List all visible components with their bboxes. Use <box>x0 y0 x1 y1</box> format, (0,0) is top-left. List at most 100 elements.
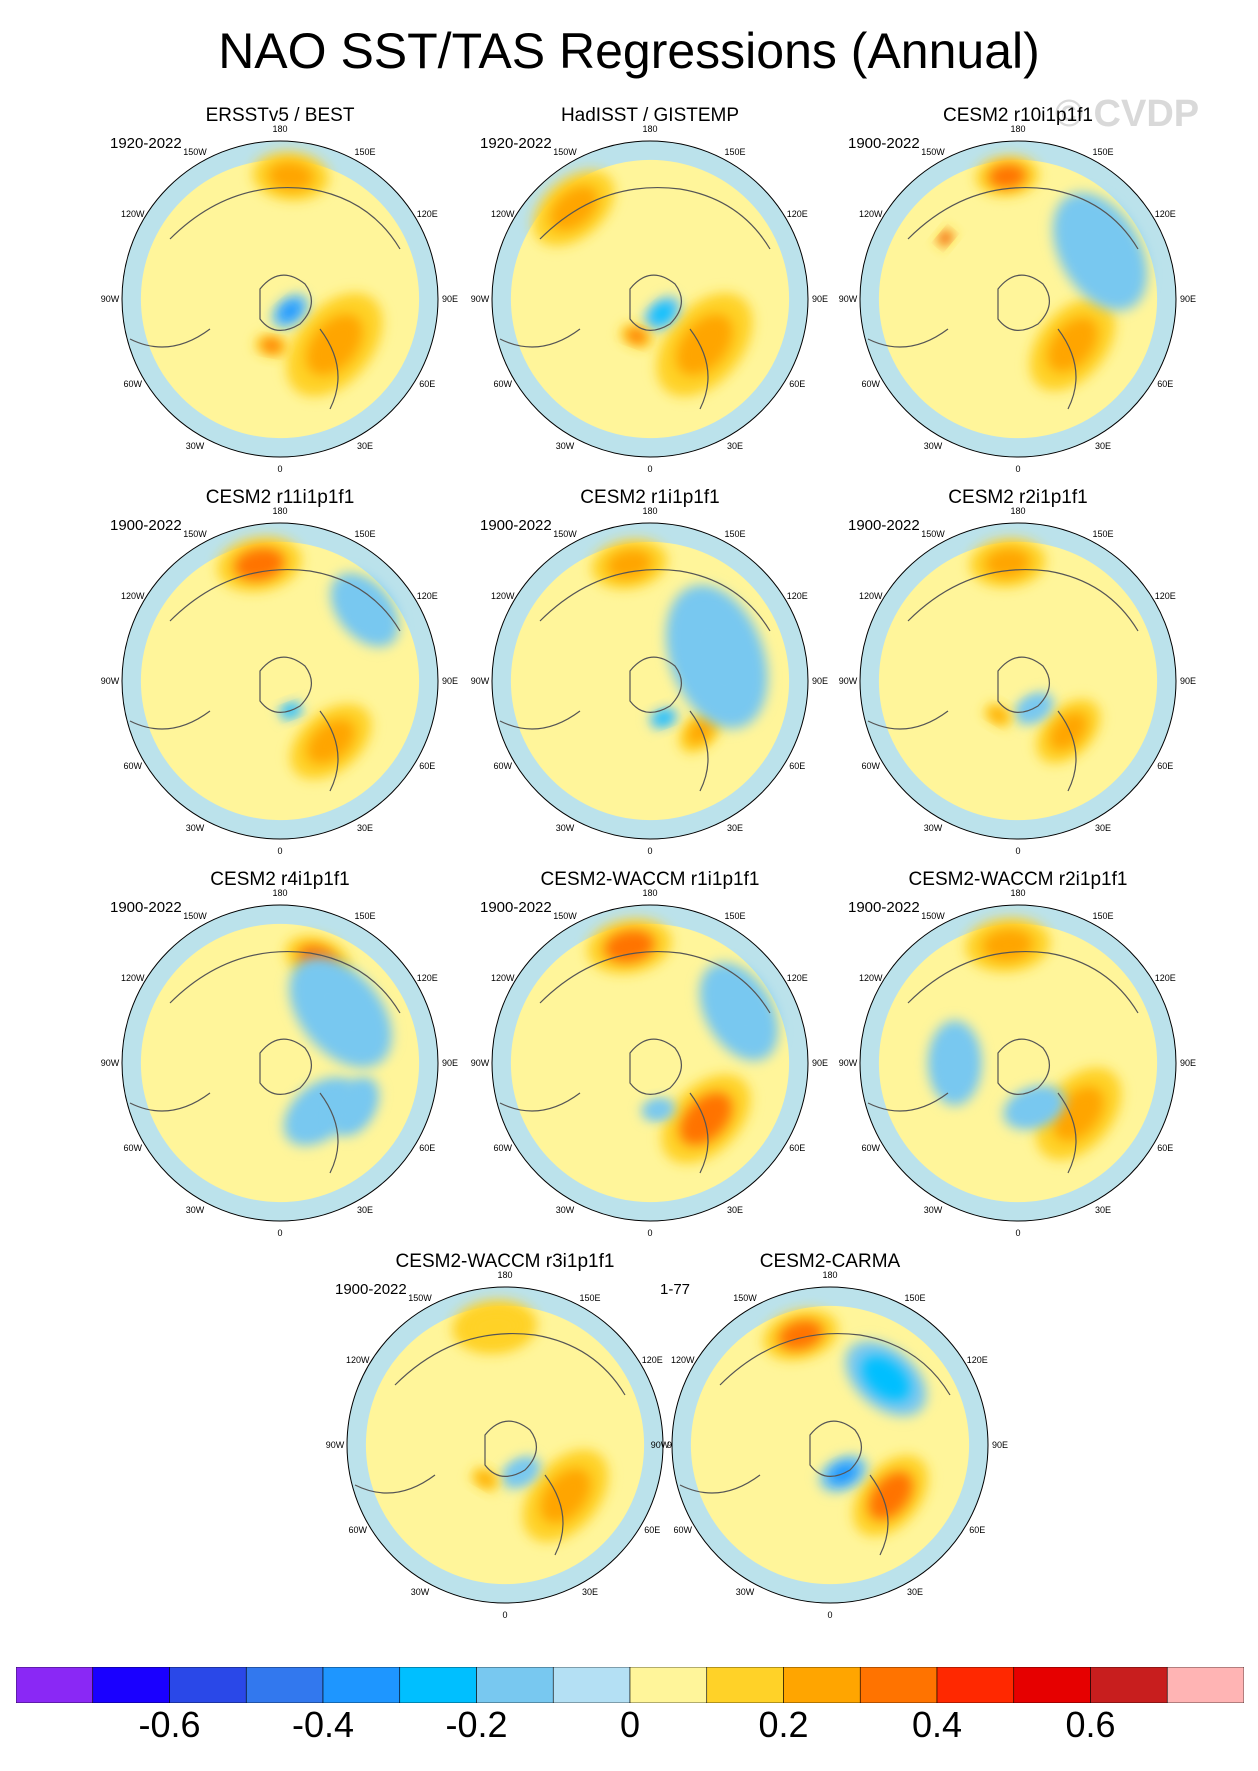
colorbar-swatch <box>476 1667 554 1703</box>
longitude-label: 60E <box>419 761 435 771</box>
longitude-label: 120W <box>121 591 145 601</box>
colorbar-swatch <box>16 1667 94 1703</box>
map-panel: CESM2 r4i1p1f1 1900-2022 180 150E 120E 90E 60E… <box>100 869 460 1249</box>
longitude-label: 60E <box>1157 761 1173 771</box>
longitude-label: 180 <box>1010 125 1025 134</box>
anomaly-core <box>940 232 951 244</box>
colorbar-swatch <box>706 1667 784 1703</box>
longitude-label: 90E <box>1180 676 1196 686</box>
longitude-label: 0 <box>827 1610 832 1620</box>
longitude-label: 120W <box>491 591 515 601</box>
anomaly-core <box>990 708 1007 722</box>
panel-title: CESM2-WACCM r3i1p1f1 <box>395 1251 615 1272</box>
map-border <box>121 522 439 840</box>
map-panel: CESM2-WACCM r1i1p1f1 1900-2022 180 150E 120E… <box>470 869 830 1249</box>
map-border <box>491 140 809 458</box>
longitude-label: 0 <box>277 1228 282 1238</box>
longitude-label: 60E <box>789 379 805 389</box>
field-ring <box>860 141 1176 457</box>
longitude-label: 90W <box>651 1440 670 1450</box>
longitude-label: 0 <box>277 464 282 474</box>
anomaly-core <box>868 1471 913 1520</box>
colorbar-swatch <box>1090 1667 1168 1703</box>
coastline <box>867 950 1139 1174</box>
longitude-label: 180 <box>1010 507 1025 516</box>
panel-title: CESM2 r4i1p1f1 <box>210 869 350 890</box>
field-ring <box>122 905 438 1221</box>
map-panel: CESM2 r1i1p1f1 1900-2022 180 150E 120E 90E 60E… <box>470 487 830 867</box>
panel-title: HadISST / GISTEMP <box>560 105 740 126</box>
colorbar-swatch <box>399 1667 477 1703</box>
longitude-label: 180 <box>822 1271 837 1280</box>
longitude-label: 30E <box>357 441 373 451</box>
longitude-label: 90W <box>101 294 120 304</box>
longitude-label: 60W <box>494 761 513 771</box>
coastline <box>867 186 1139 410</box>
longitude-label: 150W <box>553 911 577 921</box>
anomaly-core <box>1053 1086 1104 1142</box>
panel-period: 1900-2022 <box>848 517 920 534</box>
longitude-label: 150E <box>579 1293 600 1303</box>
colorbar-swatch <box>859 1667 938 1703</box>
longitude-label: 150W <box>408 1293 432 1303</box>
longitude-label: 90E <box>442 676 458 686</box>
longitude-label: 120E <box>787 591 808 601</box>
longitude-label: 90E <box>992 1440 1008 1450</box>
longitude-label: 90W <box>101 676 120 686</box>
anomaly-core <box>540 1468 591 1524</box>
regression-field <box>860 523 1176 839</box>
longitude-label: 60E <box>1157 1143 1173 1153</box>
longitude-label: 90W <box>839 294 858 304</box>
longitude-label: 120W <box>346 1355 370 1365</box>
longitude-label: 90W <box>839 1058 858 1068</box>
longitude-label: 60E <box>969 1525 985 1535</box>
colorbar-swatch <box>245 1667 324 1703</box>
anomaly-core <box>477 1472 494 1486</box>
regression-field <box>122 141 438 457</box>
colorbar-swatch <box>936 1667 1015 1703</box>
longitude-label: 120W <box>671 1355 695 1365</box>
longitude-label: 150E <box>904 1293 925 1303</box>
longitude-label: 90W <box>326 1440 345 1450</box>
colorbar-label: 0.2 <box>758 1704 809 1745</box>
field-ring <box>347 1287 663 1603</box>
longitude-label: 30E <box>727 441 743 451</box>
field-ring <box>860 523 1176 839</box>
longitude-label: 60W <box>124 761 143 771</box>
panel-title: CESM2-CARMA <box>759 1251 901 1272</box>
map-border <box>671 1286 989 1604</box>
longitude-label: 30W <box>186 823 205 833</box>
map-panel: HadISST / GISTEMP 1920-2022 180 150E 120E 90E… <box>470 105 830 485</box>
longitude-label: 0 <box>647 1228 652 1238</box>
longitude-label: 180 <box>1010 889 1025 898</box>
longitude-label: 30E <box>357 823 373 833</box>
panel-title: CESM2 r2i1p1f1 <box>948 487 1088 508</box>
longitude-label: 120E <box>642 1355 663 1365</box>
anomaly-core <box>306 719 355 764</box>
panel-period: 1-77 <box>660 1281 691 1298</box>
anomaly-core <box>261 339 282 353</box>
panel-period: 1900-2022 <box>480 899 552 916</box>
anomaly-core <box>279 300 302 322</box>
longitude-label: 120E <box>1155 209 1176 219</box>
field-ring <box>860 905 1176 1221</box>
longitude-label: 0 <box>502 1610 507 1620</box>
longitude-label: 150W <box>553 529 577 539</box>
longitude-label: 120E <box>787 209 808 219</box>
colorbar-label: -0.2 <box>445 1704 508 1745</box>
longitude-label: 0 <box>277 846 282 856</box>
longitude-label: 90E <box>442 294 458 304</box>
longitude-label: 60W <box>862 379 881 389</box>
panel-title: ERSSTv5 / BEST <box>205 105 355 126</box>
regression-field <box>122 523 438 839</box>
longitude-label: 30E <box>907 1587 923 1597</box>
longitude-label: 0 <box>647 846 652 856</box>
